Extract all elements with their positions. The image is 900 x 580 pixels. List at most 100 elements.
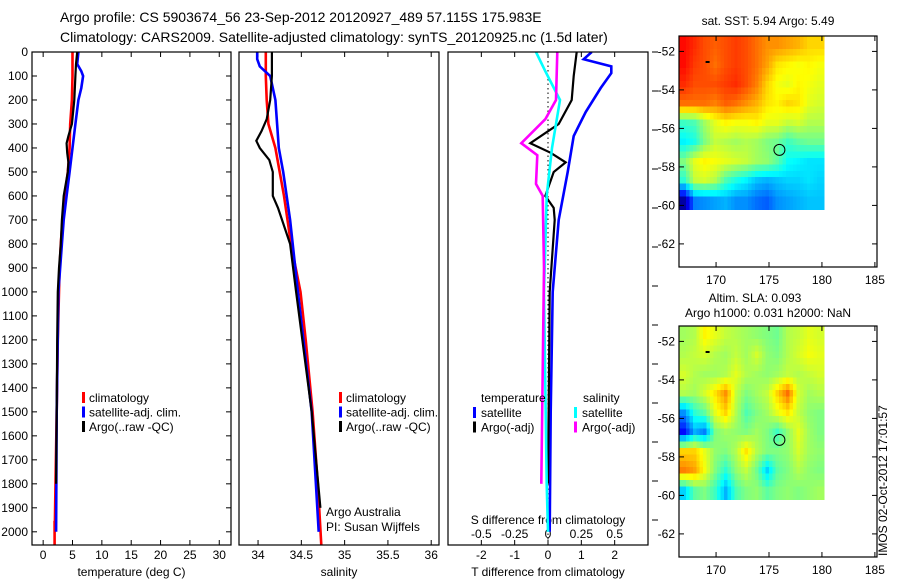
heatmap-cell xyxy=(820,145,825,152)
heatmap-cell xyxy=(692,441,697,449)
heatmap-cell xyxy=(685,196,690,204)
heatmap-cell xyxy=(772,492,777,500)
heatmap-cell xyxy=(730,403,735,410)
heatmap-cell xyxy=(692,428,697,436)
heatmap-cell xyxy=(748,106,753,114)
heatmap-cell xyxy=(685,190,690,197)
s-tick-label: -0.25 xyxy=(501,527,529,541)
heatmap-cell xyxy=(713,473,718,481)
heatmap-cell xyxy=(699,145,704,152)
heatmap-cell xyxy=(723,332,728,340)
heatmap-cell xyxy=(716,460,721,468)
y-tick-label: 600 xyxy=(8,189,28,203)
heatmap-cell xyxy=(703,435,708,442)
heatmap-cell xyxy=(737,473,742,481)
heatmap-cell xyxy=(741,332,746,340)
heatmap-cell xyxy=(723,351,728,359)
heatmap-cell xyxy=(796,68,801,75)
heatmap-cell xyxy=(730,80,735,88)
heatmap-cell xyxy=(741,351,746,359)
heatmap-cell xyxy=(730,441,735,449)
heatmap-cell xyxy=(803,132,808,140)
heatmap-cell xyxy=(685,106,690,114)
y-tick-label: 800 xyxy=(8,237,28,251)
heatmap-cell xyxy=(706,396,711,404)
heatmap-cell xyxy=(713,447,718,455)
heatmap-cell xyxy=(786,428,791,436)
heatmap-cell xyxy=(692,351,697,359)
series-line-t-argo-adj- xyxy=(528,52,578,484)
heatmap-cell xyxy=(737,480,742,487)
heatmap-cell xyxy=(817,326,822,333)
heatmap-cell xyxy=(710,93,715,101)
heatmap-cell xyxy=(820,403,825,410)
heatmap-cell xyxy=(716,447,721,455)
heatmap-cell xyxy=(727,183,732,191)
heatmap-cell xyxy=(751,61,756,69)
heatmap-cell xyxy=(748,467,753,475)
heatmap-cell xyxy=(720,409,725,417)
heatmap-cell xyxy=(689,80,694,88)
heatmap-cell xyxy=(699,480,704,487)
heatmap-cell xyxy=(699,345,704,353)
heatmap-cell xyxy=(786,326,791,333)
heatmap-cell xyxy=(720,74,725,82)
heatmap-cell xyxy=(758,36,763,43)
heatmap-cell xyxy=(789,55,794,63)
heatmap-cell xyxy=(703,364,708,372)
heatmap-cell xyxy=(744,409,749,417)
heatmap-cell xyxy=(817,87,822,95)
heatmap-cell xyxy=(716,177,721,185)
heatmap-cell xyxy=(682,36,687,43)
heatmap-cell xyxy=(817,106,822,114)
heatmap-cell xyxy=(772,132,777,140)
heatmap-cell xyxy=(782,93,787,101)
heatmap-cell xyxy=(710,177,715,185)
heatmap-cell xyxy=(817,441,822,449)
heatmap-cell xyxy=(710,151,715,159)
heatmap-cell xyxy=(730,454,735,462)
heatmap-cell xyxy=(779,415,784,423)
heatmap-cell xyxy=(820,460,825,468)
heatmap-cell xyxy=(744,422,749,430)
heatmap-cell xyxy=(820,435,825,442)
heatmap-cell xyxy=(810,87,815,95)
heatmap-cell xyxy=(685,460,690,468)
heatmap-cell xyxy=(710,61,715,69)
heatmap-cell xyxy=(723,202,728,210)
heatmap-cell xyxy=(796,351,801,359)
heatmap-cell xyxy=(786,370,791,378)
heatmap-cell xyxy=(699,100,704,108)
heatmap-cell xyxy=(782,80,787,88)
heatmap-cell xyxy=(754,151,759,159)
heatmap-cell xyxy=(751,48,756,56)
heatmap-cell xyxy=(758,492,763,500)
heatmap-cell xyxy=(782,364,787,372)
heatmap-cell xyxy=(792,422,797,430)
imos-timestamp: IMOS 02-Oct-2012 17:01:57 xyxy=(876,405,890,556)
heatmap-cell xyxy=(748,447,753,455)
heatmap-cell xyxy=(758,138,763,146)
heatmap-cell xyxy=(803,145,808,152)
heatmap-cell xyxy=(775,100,780,108)
heatmap-cell xyxy=(706,364,711,372)
heatmap-cell xyxy=(820,358,825,365)
heatmap-cell xyxy=(786,358,791,365)
heatmap-cell xyxy=(789,170,794,178)
heatmap-cell xyxy=(727,390,732,398)
heatmap-cell xyxy=(779,403,784,410)
heatmap-cell xyxy=(685,486,690,494)
heatmap-cell xyxy=(703,428,708,436)
heatmap-cell xyxy=(768,151,773,159)
heatmap-cell xyxy=(679,345,683,353)
heatmap-cell xyxy=(692,364,697,372)
heatmap-cell xyxy=(682,55,687,63)
heatmap-cell xyxy=(692,383,697,391)
y-tick-label: 1100 xyxy=(2,309,28,323)
heatmap-cell xyxy=(772,196,777,204)
heatmap-cell xyxy=(765,196,770,204)
heatmap-cell xyxy=(689,48,694,56)
heatmap-cell xyxy=(744,55,749,63)
heatmap-cell xyxy=(696,396,701,404)
heatmap-cell xyxy=(720,170,725,178)
